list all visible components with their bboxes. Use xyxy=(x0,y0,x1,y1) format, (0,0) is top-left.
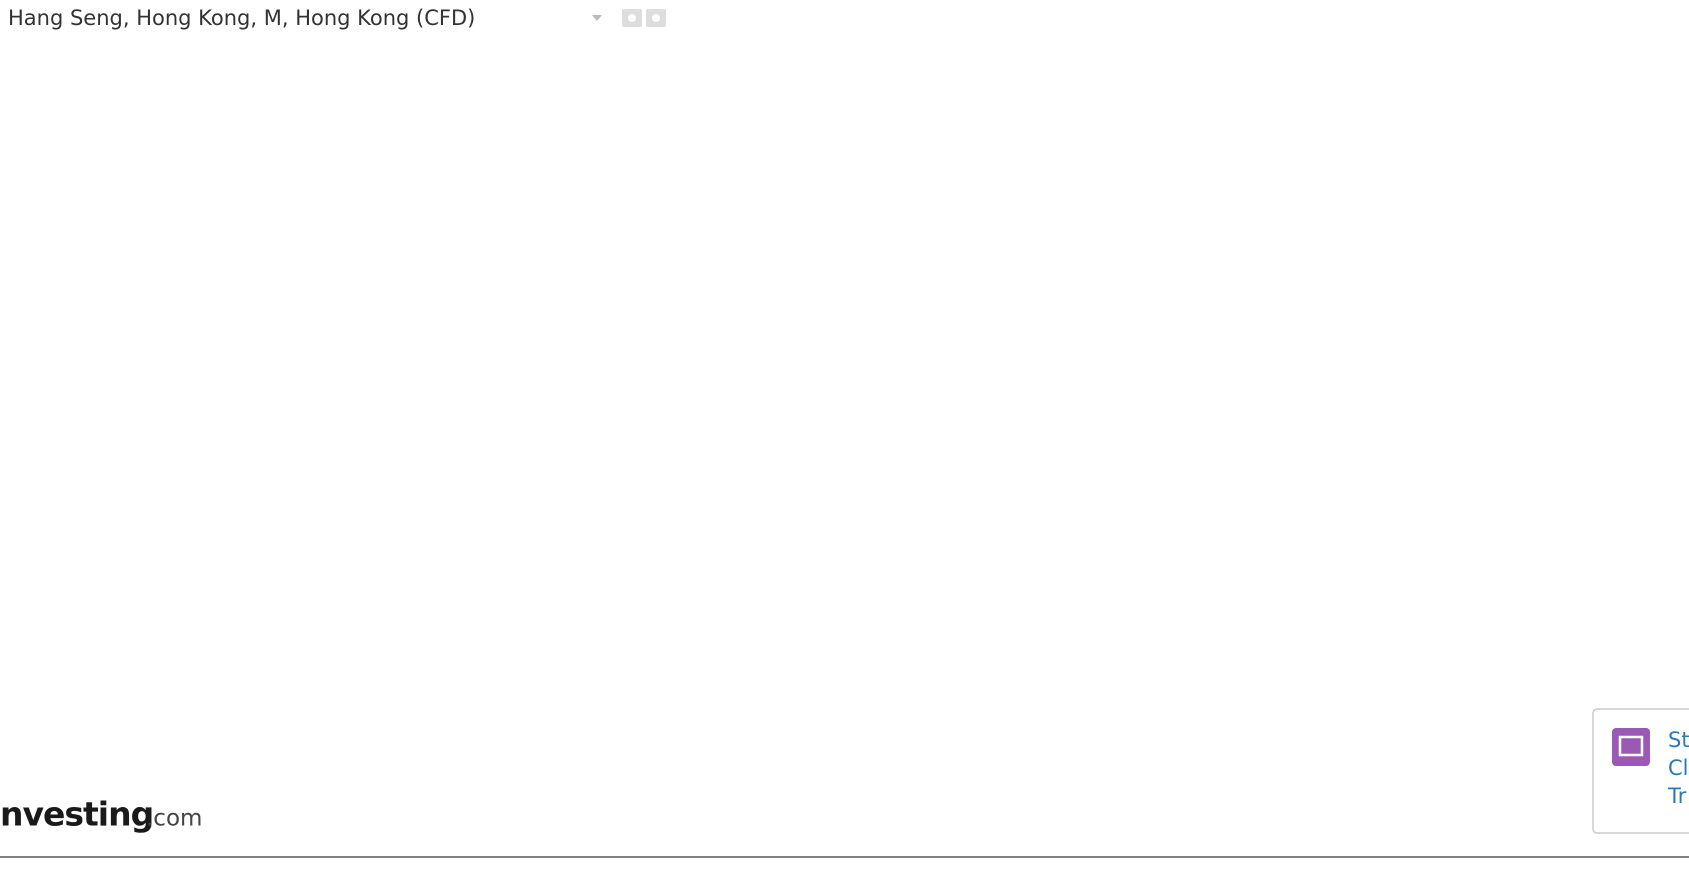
header: Hang Seng, Hong Kong, M, Hong Kong (CFD) xyxy=(0,0,1240,36)
dropdown-arrow xyxy=(592,15,602,21)
side-widget[interactable]: St Cl Tr xyxy=(1592,708,1689,834)
eye-icon-pupil xyxy=(628,14,636,22)
header-bg xyxy=(0,0,1240,36)
widget-text: Tr xyxy=(1667,784,1687,808)
settings-icon-hub xyxy=(652,14,660,22)
widget-icon-glyph xyxy=(1618,735,1644,757)
watermark-domain: .com xyxy=(146,806,202,832)
widget-text: Cl xyxy=(1668,756,1689,780)
widget-text: St xyxy=(1668,728,1689,752)
widget-icon xyxy=(1612,728,1650,766)
watermark-brand: nvesting xyxy=(0,795,153,834)
chart-title: Hang Seng, Hong Kong, M, Hong Kong (CFD) xyxy=(8,6,475,30)
watermark: nvesting .com xyxy=(0,795,202,834)
